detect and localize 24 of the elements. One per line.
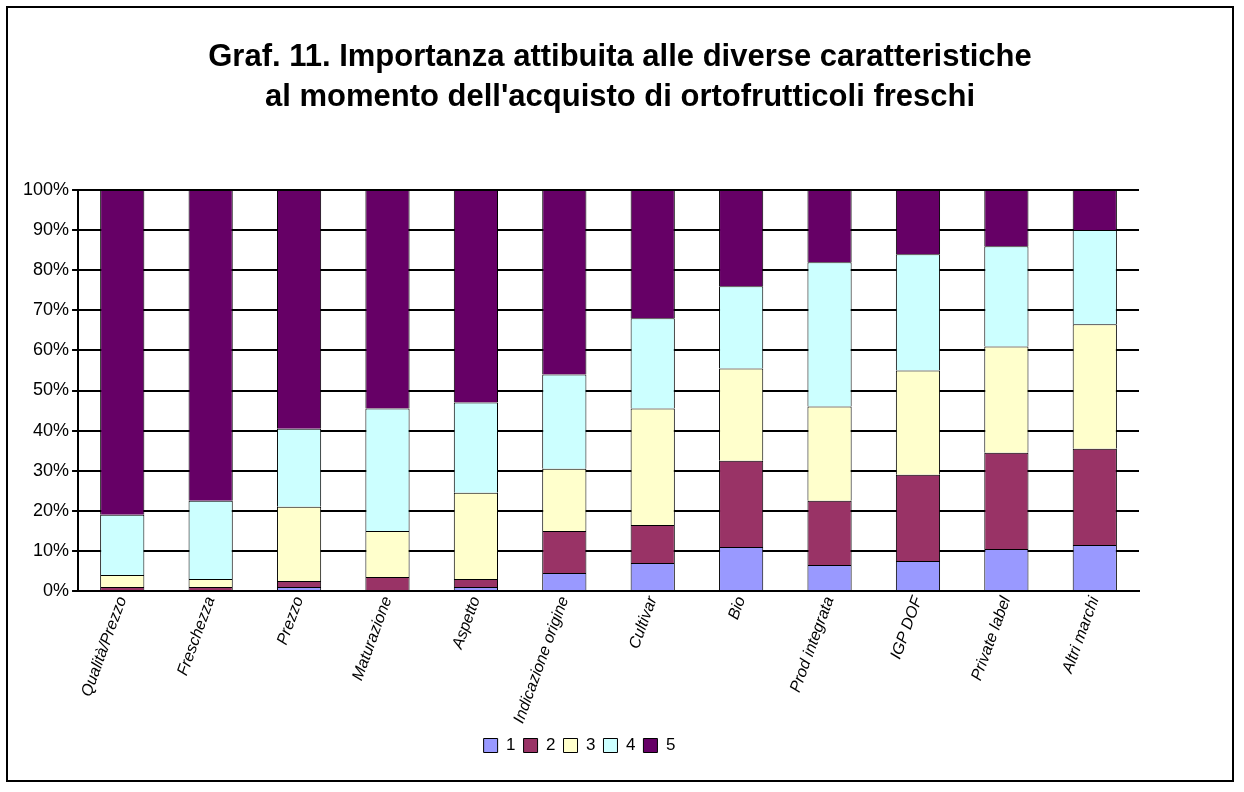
x-tick-label: Aspetto xyxy=(448,593,483,652)
x-tick-label: IGP DOF xyxy=(886,592,926,662)
y-tick-label: 70% xyxy=(33,299,70,320)
y-tick-label: 60% xyxy=(33,339,70,360)
y-tick-label: 30% xyxy=(33,459,70,480)
y-tick-label: 10% xyxy=(33,539,70,560)
y-tick-label: 100% xyxy=(22,178,70,199)
y-tick-label: 50% xyxy=(33,379,70,400)
y-tick-label: 20% xyxy=(33,499,70,520)
legend-label: 2 xyxy=(546,735,556,755)
y-tick-label: 40% xyxy=(33,419,70,440)
y-tick-label: 0% xyxy=(43,580,70,601)
y-tick-label: 80% xyxy=(33,259,70,280)
x-tick-label: Bio xyxy=(724,593,749,622)
x-tick-label: Private label xyxy=(967,593,1014,683)
x-tick-label: Prezzo xyxy=(273,593,307,647)
x-tick-label: Altri marchi xyxy=(1058,593,1102,677)
legend-label: 5 xyxy=(665,735,676,755)
x-tick-label: Cultivar xyxy=(625,593,660,651)
legend-label: 1 xyxy=(506,735,516,755)
legend-label: 3 xyxy=(586,735,596,755)
chart-title: Graf. 11. Importanza attibuita alle diverse caratteristiche al momento dell'acquisto di ortofrutticoli freschi xyxy=(207,37,1033,115)
y-tick-label: 90% xyxy=(33,219,70,240)
legend-label: 4 xyxy=(625,735,636,755)
